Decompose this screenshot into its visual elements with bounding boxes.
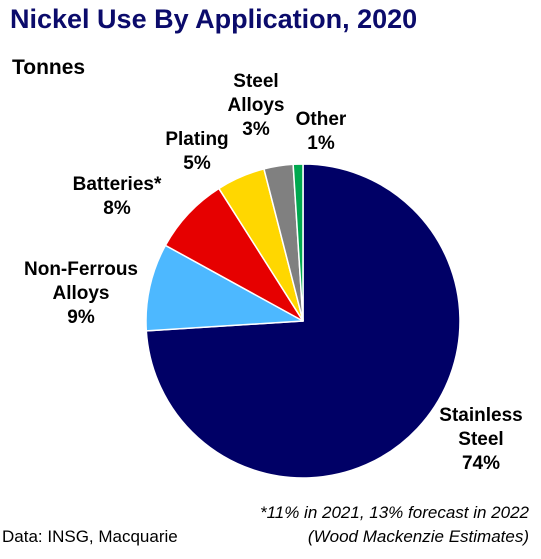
pie-slice-1	[145, 244, 304, 332]
chart-title: Nickel Use By Application, 2020	[10, 4, 418, 34]
chart-subtitle: Tonnes	[12, 56, 86, 79]
footnote: *11% in 2021, 13% forecast in 2022 (Wood…	[259, 503, 529, 546]
source-note: Data: INSG, Macquarie	[2, 527, 178, 546]
label-stainless-steel: Stainless Steel 74%	[439, 405, 523, 474]
label-non-ferrous-alloys: Non-Ferrous Alloys 9%	[24, 259, 138, 328]
pie-slice-5	[292, 163, 304, 322]
label-plating: Plating 5%	[165, 129, 229, 174]
label-other: Other 1%	[295, 109, 347, 154]
label-steel-alloys: Steel Alloys 3%	[227, 71, 285, 140]
label-batteries: Batteries* 8%	[72, 174, 162, 219]
